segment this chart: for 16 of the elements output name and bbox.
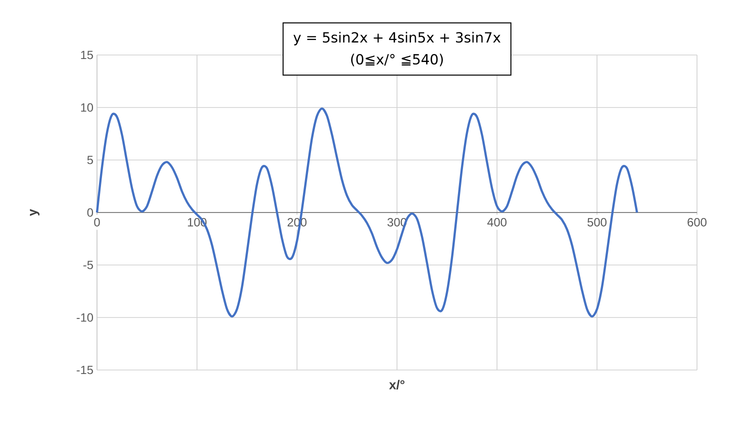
chart-title: y = 5sin2x + 4sin5x + 3sin7x <box>293 32 500 46</box>
x-tick-label: 400 <box>487 218 507 226</box>
y-tick-label: -5 <box>83 260 93 270</box>
y-tick-label: 10 <box>81 103 94 112</box>
y-axis-title: y <box>30 208 40 216</box>
y-tick-label: 0 <box>87 208 94 217</box>
y-tick-label: 5 <box>87 156 93 164</box>
x-tick-label: 0 <box>94 218 100 226</box>
x-tick-label: 600 <box>688 218 707 226</box>
y-tick-label: 15 <box>81 50 93 60</box>
x-tick-label: 500 <box>588 218 607 226</box>
y-tick-label: -10 <box>76 313 94 322</box>
chart-subtitle: (0≦x/° ≦540) <box>351 54 443 66</box>
y-tick-label: -15 <box>76 366 93 374</box>
x-axis-title: x/° <box>389 380 404 390</box>
line-series <box>96 107 638 318</box>
